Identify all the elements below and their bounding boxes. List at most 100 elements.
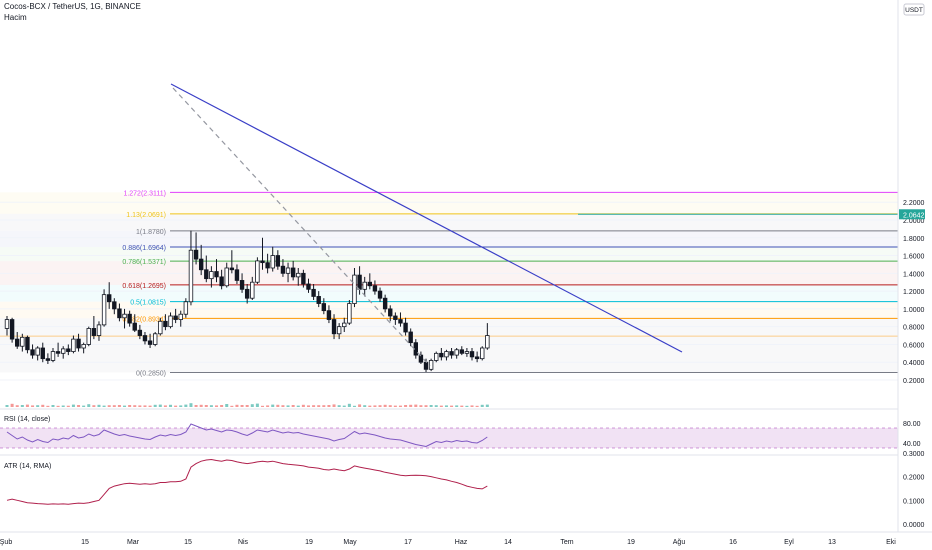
- volume-bar: [71, 404, 75, 407]
- volume-bar: [61, 405, 65, 407]
- fib-band: [0, 301, 898, 319]
- candle-body: [265, 262, 270, 269]
- candle-body: [464, 351, 470, 354]
- candle-body: [127, 313, 132, 324]
- candle-body: [229, 267, 235, 271]
- volume-bar: [199, 404, 203, 407]
- fib-bands: [0, 192, 898, 373]
- candle-body: [290, 267, 296, 278]
- candle-body: [234, 269, 240, 281]
- time-tick: 14: [504, 539, 512, 546]
- volume-bar: [158, 404, 162, 407]
- candle-body: [20, 336, 25, 347]
- candle-body: [214, 271, 219, 278]
- volume-bar: [225, 404, 229, 407]
- time-tick: Nis: [238, 539, 249, 546]
- volume-bar: [184, 404, 188, 407]
- candle-body: [444, 351, 449, 358]
- volume-bar: [322, 405, 326, 407]
- fib-level-label: 1(1.8780): [136, 229, 166, 236]
- volume-bar: [20, 405, 24, 407]
- volume-bar: [296, 405, 300, 407]
- fib-band: [0, 246, 898, 262]
- volume-bar: [455, 405, 459, 407]
- candle-body: [255, 260, 260, 283]
- candle-body: [173, 315, 178, 320]
- atr-tick: 0.0000: [903, 522, 925, 529]
- rsi-band: [0, 428, 898, 448]
- time-tick: May: [343, 539, 357, 546]
- candle-body: [219, 276, 224, 287]
- volume-bar: [485, 404, 489, 407]
- rsi-tick: 80.00: [903, 421, 921, 428]
- fib-level-label: 0.5(1.0815): [130, 300, 166, 307]
- volume-bar: [179, 405, 183, 407]
- candle-body: [35, 347, 40, 356]
- candle-body: [331, 319, 337, 335]
- volume-bar: [169, 404, 173, 407]
- volume-bar: [317, 405, 321, 407]
- time-tick: 15: [184, 539, 192, 546]
- volume-bar: [112, 405, 116, 407]
- atr-line: [6, 458, 488, 505]
- candle-body: [188, 249, 194, 303]
- candle-body: [250, 281, 255, 299]
- volume-bar: [444, 405, 448, 407]
- candle-body: [25, 336, 30, 351]
- candle-body: [76, 338, 81, 349]
- price-tick: 0.4000: [903, 360, 925, 367]
- volume-bar: [36, 405, 40, 407]
- candle-body: [474, 356, 480, 360]
- volume-bar: [439, 405, 443, 407]
- volume-bars: [5, 403, 489, 407]
- volume-bar: [97, 404, 101, 407]
- volume-bar: [419, 405, 423, 407]
- candle-body: [347, 303, 352, 324]
- volume-bar: [82, 405, 86, 407]
- fib-level-label: 1.13(2.0691): [126, 212, 166, 219]
- candle-body: [4, 319, 10, 329]
- candle-body: [393, 315, 398, 320]
- fib-band: [0, 230, 898, 247]
- fib-level-label: 0.886(1.6964): [122, 245, 166, 252]
- candle-body: [423, 361, 429, 370]
- candle-body: [137, 329, 143, 336]
- time-tick: Tem: [560, 539, 573, 546]
- candle-body: [117, 308, 122, 319]
- drawings[interactable]: [170, 83, 683, 367]
- volume-bar: [470, 405, 474, 407]
- candle-body: [270, 255, 275, 269]
- volume-bar: [220, 405, 224, 407]
- volume-bar: [383, 404, 387, 407]
- trend-line[interactable]: [170, 83, 683, 353]
- volume-bar: [56, 405, 60, 407]
- candle-body: [357, 274, 362, 290]
- candle-body: [45, 358, 51, 361]
- last-price-value: 2.0642: [903, 212, 925, 219]
- price-axis[interactable]: 2.2000 2.0000 1.8000 1.6000 1.4000 1.2000 1.00…: [897, 0, 925, 532]
- dashed-projection-line[interactable]: [172, 87, 431, 367]
- time-tick: 17: [404, 539, 412, 546]
- volume-bar: [51, 405, 55, 407]
- price-tick: 1.0000: [903, 307, 925, 314]
- volume-bar: [5, 405, 9, 407]
- volume-bar: [480, 404, 484, 407]
- volume-bar: [475, 405, 479, 407]
- volume-bar: [276, 404, 280, 407]
- volume-bar: [66, 405, 70, 407]
- volume-bar: [163, 405, 167, 407]
- volume-bar: [250, 404, 254, 407]
- volume-bar: [15, 405, 19, 407]
- volume-bar: [460, 405, 464, 407]
- candle-body: [239, 280, 245, 290]
- candle-body: [459, 349, 464, 354]
- candle-body: [71, 338, 76, 352]
- volume-bar: [235, 404, 239, 407]
- volume-bar: [363, 405, 367, 407]
- volume-bar: [143, 405, 147, 407]
- volume-bar: [117, 405, 121, 407]
- price-tick: 0.2000: [903, 378, 925, 385]
- time-tick: 13: [828, 539, 836, 546]
- time-axis[interactable]: Şub 15 Mar 15 Nis 19 May 17 Haz 14 Tem 19 Ağu 16 Eyl 13…: [0, 531, 932, 546]
